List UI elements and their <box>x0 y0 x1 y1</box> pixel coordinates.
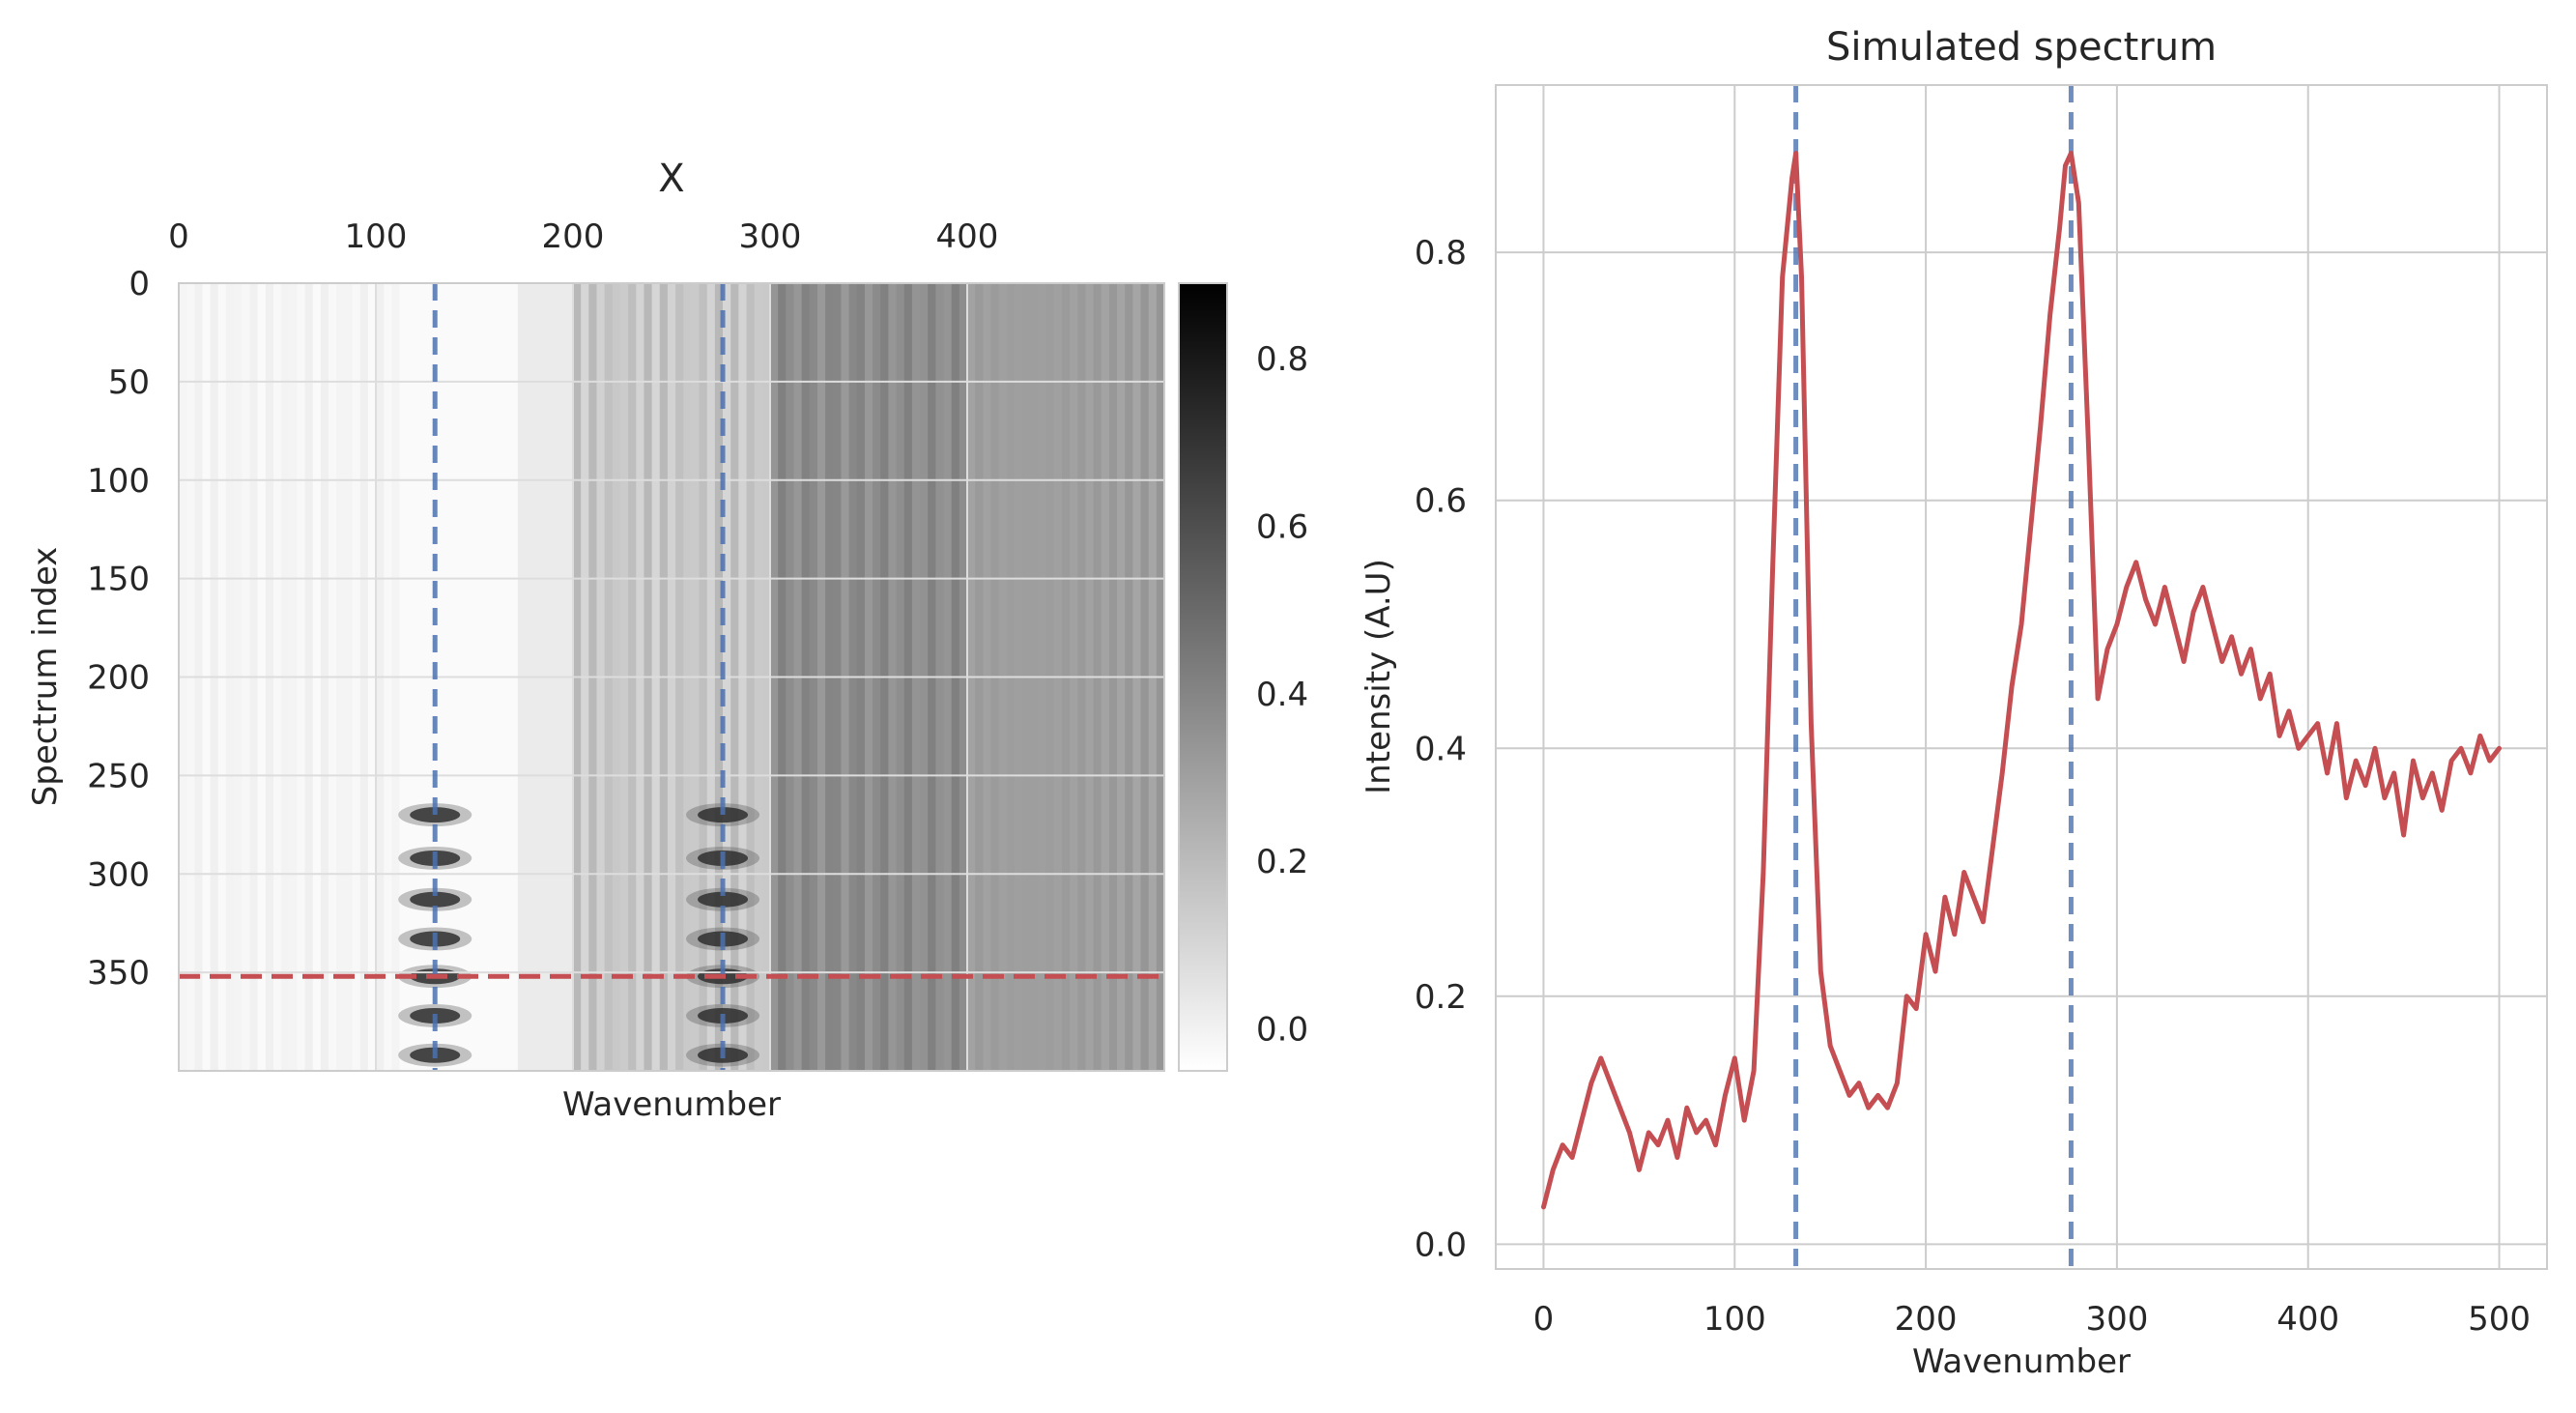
spectrum-x-ticks: 0 100 200 300 400 500 <box>1533 1300 2531 1339</box>
heatmap-frame <box>178 282 1165 1072</box>
heatmap-markers <box>179 283 1164 1071</box>
heatmap-y-tick-label: 50 <box>108 363 150 402</box>
spectrum-y-ticks: 0.0 0.2 0.4 0.6 0.8 <box>1415 234 1467 1264</box>
heatmap-x-axis-label: Wavenumber <box>562 1085 781 1124</box>
heatmap-title: X <box>658 157 684 201</box>
spectrum-frame <box>1495 84 2548 1270</box>
spectrum-x-tick-label: 500 <box>2468 1300 2531 1339</box>
heatmap-peak <box>410 891 461 908</box>
colorbar-tick-label: 0.4 <box>1256 676 1308 714</box>
heatmap-peak <box>698 891 749 908</box>
spectrum-grid <box>1496 85 2547 1269</box>
colorbar: 0.0 0.2 0.4 0.6 0.8 <box>1178 282 1308 1072</box>
spectrum-line <box>1541 151 2502 1210</box>
colorbar-tick-label: 0.8 <box>1256 340 1308 379</box>
heatmap-peak-halo <box>398 803 472 827</box>
heatmap-x-tick-label: 0 <box>168 217 189 256</box>
colorbar-tick-label: 0.6 <box>1256 507 1308 546</box>
heatmap-y-tick-label: 100 <box>87 462 150 501</box>
heatmap-x-ticks: 0 100 200 300 400 <box>168 217 998 256</box>
spectrum-x-tick-label: 300 <box>2085 1300 2148 1339</box>
heatmap-y-tick-label: 350 <box>87 954 150 993</box>
spectrum-y-tick-label: 0.8 <box>1415 234 1467 273</box>
colorbar-tick-label: 0.2 <box>1256 843 1308 881</box>
spectrum-x-axis-label: Wavenumber <box>1912 1342 2131 1381</box>
heatmap-y-tick-label: 0 <box>129 265 150 303</box>
heatmap-y-tick-label: 250 <box>87 757 150 795</box>
spectrum-markers <box>1793 85 2074 1269</box>
spectrum-x-tick-label: 100 <box>1703 1300 1766 1339</box>
spectrum-y-axis-label: Intensity (A.U) <box>1360 559 1398 794</box>
spectrum-y-tick-label: 0.2 <box>1415 978 1467 1017</box>
heatmap-peak-halo <box>686 887 760 911</box>
heatmap-y-ticks: 0 50 100 150 200 250 300 350 <box>87 265 150 993</box>
heatmap-y-axis-label: Spectrum index <box>26 547 65 807</box>
spectrum-y-tick-label: 0.0 <box>1415 1226 1467 1264</box>
spectrum-y-tick-label: 0.4 <box>1415 730 1467 768</box>
spectrum-series <box>1541 151 2502 1210</box>
heatmap-peak-halo <box>398 887 472 911</box>
spectrum-x-tick-label: 200 <box>1895 1300 1958 1339</box>
heatmap-y-tick-label: 300 <box>87 855 150 894</box>
heatmap-x-tick-label: 400 <box>936 217 999 256</box>
spectrum-x-tick-label: 0 <box>1533 1300 1555 1339</box>
spectrum-title: Simulated spectrum <box>1826 25 2217 70</box>
spectrum-y-tick-label: 0.6 <box>1415 482 1467 521</box>
heatmap-panel: X 0 100 200 300 400 0 50 100 150 200 250 300 350 Wa… <box>26 157 1165 1124</box>
colorbar-ticks: 0.0 0.2 0.4 0.6 0.8 <box>1256 340 1308 1050</box>
colorbar-gradient <box>1178 282 1228 1072</box>
heatmap-peak-halo <box>686 803 760 827</box>
colorbar-tick-label: 0.0 <box>1256 1011 1308 1050</box>
heatmap-peak <box>410 807 461 823</box>
spectrum-panel: Simulated spectrum 0 100 200 300 400 500 0.00… <box>1360 25 2548 1381</box>
spectrum-x-tick-label: 400 <box>2276 1300 2339 1339</box>
heatmap-x-tick-label: 300 <box>739 217 802 256</box>
heatmap-peak <box>698 807 749 823</box>
heatmap-y-tick-label: 150 <box>87 561 150 599</box>
heatmap-y-tick-label: 200 <box>87 659 150 698</box>
heatmap-x-tick-label: 100 <box>345 217 408 256</box>
heatmap-x-tick-label: 200 <box>542 217 605 256</box>
